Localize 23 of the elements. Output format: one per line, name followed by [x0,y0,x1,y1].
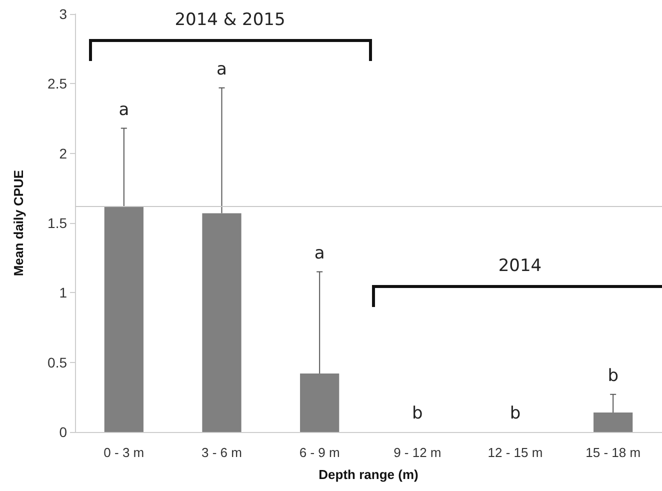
x-tick-label: 0 - 3 m [104,445,144,460]
x-tick-label: 3 - 6 m [202,445,242,460]
y-tick-label: 2.5 [48,76,68,92]
annotation: 2014 [497,255,543,277]
y-axis-title: Mean daily CPUE [11,170,26,276]
y-tick-label: 3 [59,6,68,22]
x-tick-label: 6 - 9 m [299,445,340,460]
x-tick-label: 9 - 12 m [394,445,442,460]
annotation: b [608,366,618,386]
y-tick-label: 0 [59,424,68,440]
y-tick-label: 2 [59,145,68,162]
annotation: 2014 & 2015 [174,9,286,31]
annotation: a [216,59,227,80]
y-tick-label: 0.5 [48,354,68,370]
y-tick-label: 1.5 [48,215,68,231]
x-tick-label: 12 - 15 m [488,445,543,460]
x-axis-title: Depth range (m) [318,467,418,482]
x-tick-label: 15 - 18 m [586,445,641,460]
annotation: a [118,100,130,120]
y-tick-label: 1 [59,284,68,301]
annotation: a [314,243,325,264]
annotation: b [412,404,423,424]
annotation: b [510,404,521,424]
